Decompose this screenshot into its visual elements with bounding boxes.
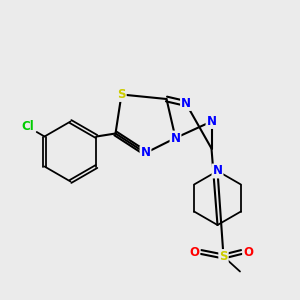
Text: O: O <box>189 245 200 259</box>
Text: S: S <box>219 250 228 263</box>
Text: N: N <box>206 115 217 128</box>
Text: N: N <box>212 164 223 178</box>
Text: N: N <box>181 97 191 110</box>
Text: N: N <box>170 131 181 145</box>
Text: N: N <box>140 146 151 160</box>
Text: Cl: Cl <box>21 120 34 133</box>
Text: S: S <box>117 88 126 101</box>
Text: O: O <box>243 245 253 259</box>
